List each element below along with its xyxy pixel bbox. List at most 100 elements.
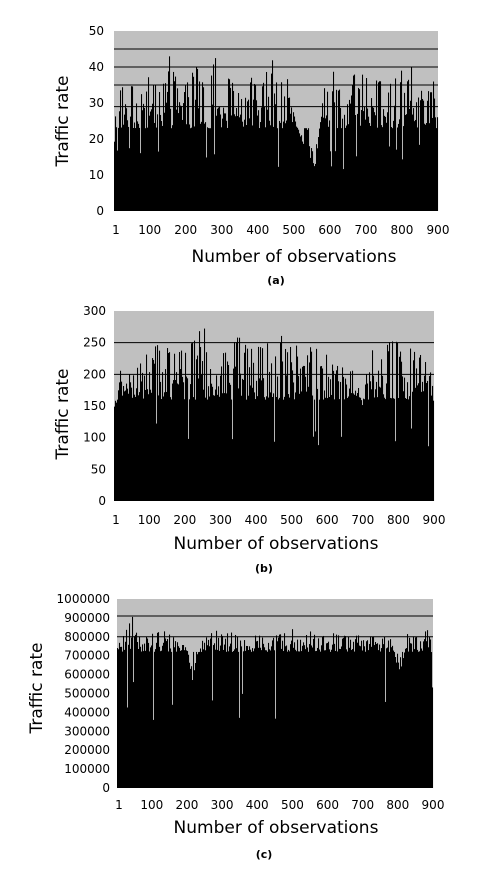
y-tick-label: 40 — [89, 60, 104, 74]
bar — [269, 649, 271, 788]
bar — [166, 102, 168, 211]
bar — [245, 650, 247, 788]
bar — [295, 121, 297, 211]
bar — [251, 348, 253, 501]
bar — [189, 399, 191, 501]
bar — [334, 399, 336, 501]
bar — [360, 646, 362, 788]
bar — [366, 641, 368, 788]
bar — [284, 633, 286, 788]
bar — [318, 137, 320, 211]
bar — [154, 122, 156, 211]
bar — [247, 348, 249, 501]
bar — [146, 636, 148, 788]
bar — [288, 394, 290, 501]
bar — [390, 397, 392, 501]
bar — [407, 81, 409, 211]
bar — [339, 89, 341, 211]
bar — [413, 360, 415, 501]
bar — [433, 400, 435, 501]
bar — [358, 635, 360, 788]
bar — [319, 649, 321, 788]
bar — [237, 636, 239, 788]
bar — [133, 375, 135, 501]
bar — [158, 632, 160, 788]
bar — [262, 348, 264, 501]
bar — [230, 643, 232, 788]
bar — [410, 100, 412, 211]
bar — [291, 362, 293, 501]
bar — [287, 651, 289, 788]
bar — [171, 128, 173, 211]
bar — [364, 399, 366, 501]
bar — [143, 103, 145, 211]
bar — [310, 631, 312, 788]
bar — [141, 381, 143, 501]
bar — [362, 74, 364, 211]
bar — [413, 108, 415, 211]
bar — [312, 395, 314, 501]
bar — [207, 399, 209, 501]
bar — [131, 86, 133, 211]
bar — [244, 640, 246, 788]
bar — [220, 375, 222, 501]
bar — [354, 394, 356, 501]
bar — [172, 125, 174, 211]
bar — [318, 638, 320, 788]
bar — [178, 384, 180, 501]
bar — [185, 647, 187, 788]
bar — [267, 343, 269, 501]
bar — [228, 78, 230, 211]
bar — [354, 74, 356, 212]
bar — [283, 399, 285, 501]
bar — [280, 634, 282, 788]
bar — [431, 395, 433, 501]
x-tick-labels-a: 1 100 200 300 400 500 600 700 800 900 — [112, 223, 449, 237]
bar — [333, 71, 335, 212]
bar — [134, 122, 136, 211]
bar — [391, 127, 393, 211]
bar — [127, 388, 129, 501]
bar — [340, 381, 342, 501]
bar — [223, 107, 225, 211]
bar — [233, 368, 235, 501]
bar — [415, 387, 417, 501]
bar — [246, 645, 248, 788]
bar — [329, 120, 331, 211]
bar — [311, 351, 313, 501]
bar — [211, 633, 213, 788]
bar — [238, 388, 240, 501]
bar — [235, 634, 237, 788]
bar — [345, 636, 347, 788]
bar — [199, 651, 201, 788]
bar — [139, 392, 141, 501]
bar — [139, 127, 141, 211]
bar — [418, 97, 420, 211]
bar — [260, 347, 262, 501]
bar — [224, 113, 226, 211]
bar — [294, 399, 296, 501]
bar — [139, 636, 141, 788]
bar — [365, 119, 367, 211]
bar — [352, 649, 354, 788]
bar — [149, 372, 151, 501]
bar — [252, 648, 254, 788]
y-tick-label: 20 — [89, 132, 104, 146]
bar — [250, 385, 252, 501]
x-tick-label: 700 — [354, 223, 377, 237]
bar — [243, 126, 245, 211]
y-tick-label: 100000 — [64, 762, 110, 776]
bar — [244, 352, 246, 501]
caption-b: (b) — [255, 562, 273, 575]
bar — [214, 643, 216, 788]
bar — [286, 120, 288, 211]
bar — [317, 388, 319, 501]
bar — [265, 127, 267, 211]
bar — [148, 394, 150, 501]
bar — [348, 396, 350, 501]
bar — [370, 125, 372, 211]
bar — [336, 370, 338, 501]
bar — [386, 648, 388, 788]
bar — [203, 87, 205, 211]
bar — [184, 399, 186, 501]
